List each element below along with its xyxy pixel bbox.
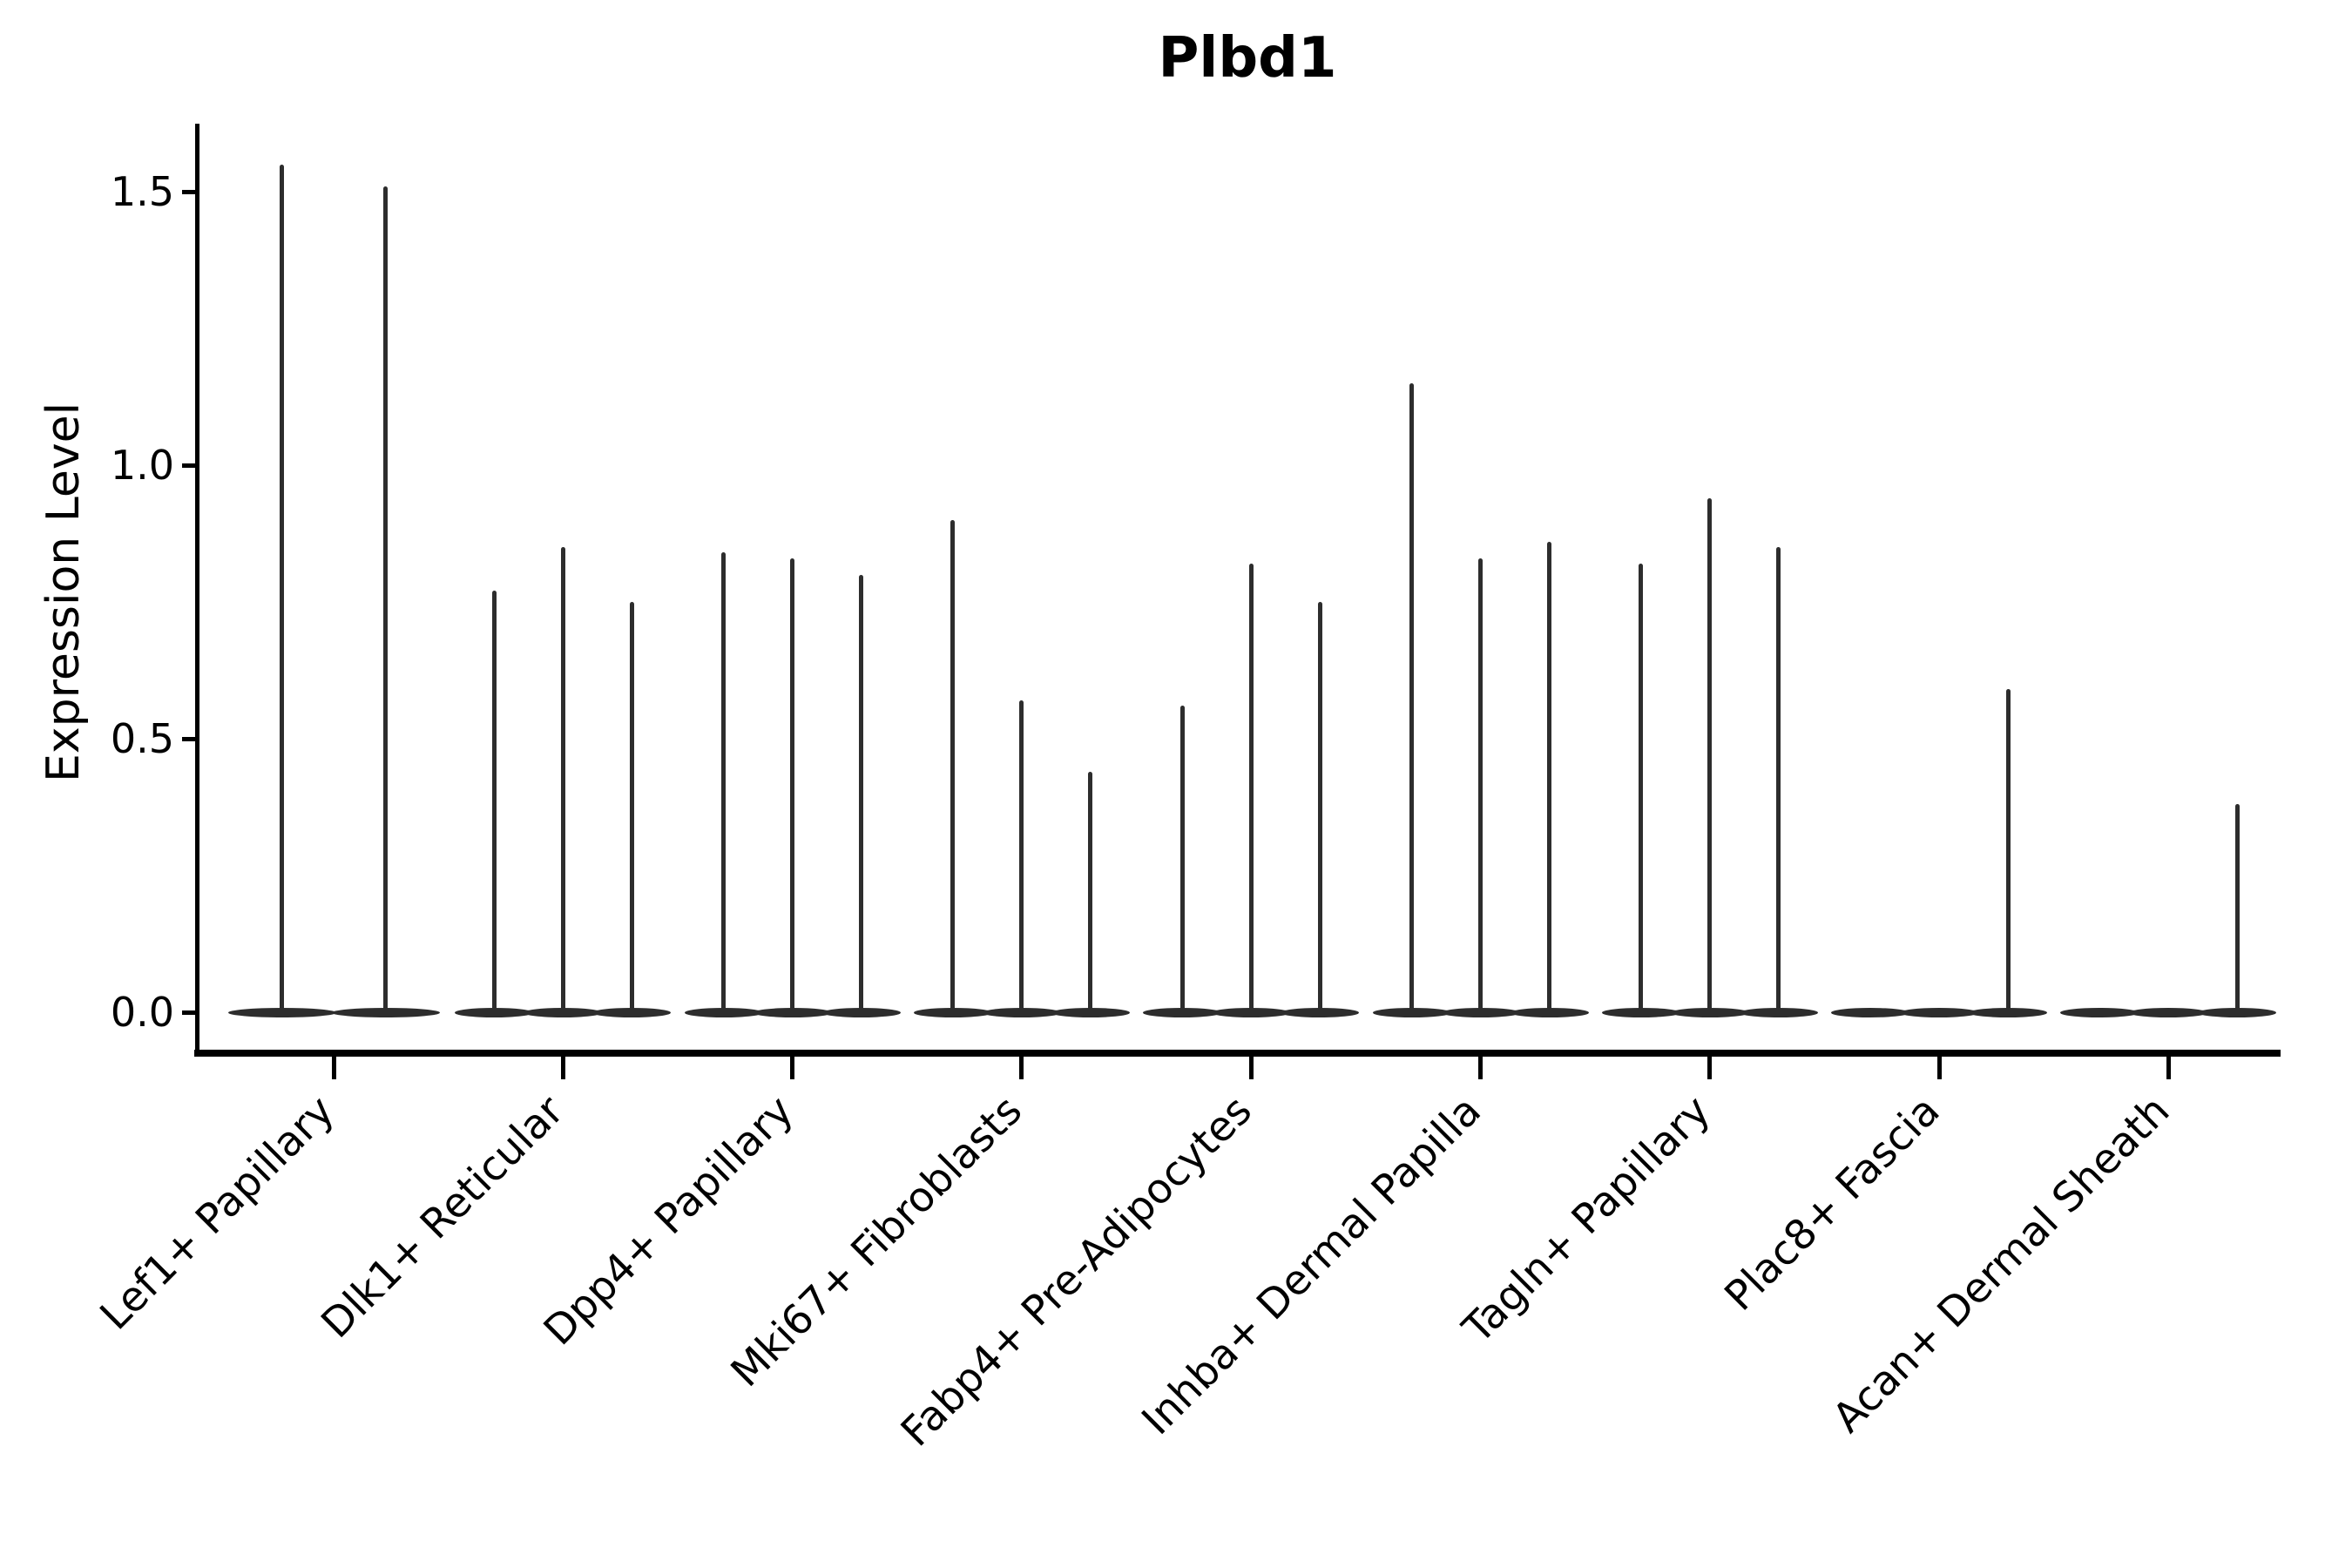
y-tick-label: 0.5	[110, 715, 174, 762]
x-tick	[1019, 1057, 1024, 1079]
x-tick	[790, 1057, 795, 1079]
violin-spike	[280, 164, 284, 1015]
x-tick	[2166, 1057, 2171, 1079]
x-tick	[1248, 1057, 1254, 1079]
violin-body	[1831, 1007, 1910, 1017]
violin-body	[1900, 1007, 1979, 1017]
x-axis-spine	[194, 1050, 2281, 1057]
x-tick-label: Dpp4+ Papillary	[534, 1086, 803, 1355]
violin-spike	[1639, 564, 1644, 1015]
violin-spike	[859, 574, 864, 1015]
violin-spike	[1317, 602, 1322, 1015]
violin-spike	[1179, 706, 1185, 1015]
violin-spike	[1547, 541, 1551, 1015]
violin-spike	[560, 547, 565, 1015]
violin-spike	[491, 591, 497, 1015]
x-tick-label: Tagln+ Papillary	[1454, 1086, 1720, 1353]
y-tick	[182, 463, 195, 468]
violin-spike	[1707, 497, 1713, 1015]
y-tick	[182, 736, 195, 741]
violin-spike	[1478, 558, 1483, 1015]
violin-body	[2060, 1007, 2139, 1017]
violin-spike	[1776, 547, 1781, 1015]
violin-spike	[2234, 804, 2240, 1015]
x-tick	[1936, 1057, 1942, 1079]
violin-spike	[1019, 700, 1024, 1015]
x-tick-label: Plac8+ Fascia	[1715, 1086, 1950, 1321]
x-tick	[560, 1057, 565, 1079]
violin-spike	[383, 186, 388, 1015]
y-tick	[182, 1010, 195, 1015]
y-tick-label: 1.5	[110, 168, 174, 215]
y-tick	[182, 189, 195, 194]
violin-spike	[1248, 564, 1254, 1015]
x-tick	[1707, 1057, 1713, 1079]
violin-spike	[1409, 382, 1414, 1015]
x-tick-label: Lef1+ Papillary	[91, 1086, 344, 1340]
x-tick	[331, 1057, 336, 1079]
y-axis-spine	[195, 124, 199, 1057]
y-tick-label: 1.0	[110, 442, 174, 489]
plot-title: Plbd1	[1158, 26, 1337, 91]
violin-spike	[721, 552, 727, 1015]
violin-spike	[2005, 689, 2011, 1015]
violin-spike	[629, 602, 634, 1015]
violin-spike	[790, 558, 795, 1015]
x-tick	[1478, 1057, 1483, 1079]
violin-spike	[950, 519, 956, 1015]
violin-body	[2129, 1007, 2208, 1017]
y-tick-label: 0.0	[110, 989, 174, 1036]
x-tick-label: Dlk1+ Reticular	[312, 1086, 573, 1348]
violin-spike	[1088, 771, 1093, 1015]
